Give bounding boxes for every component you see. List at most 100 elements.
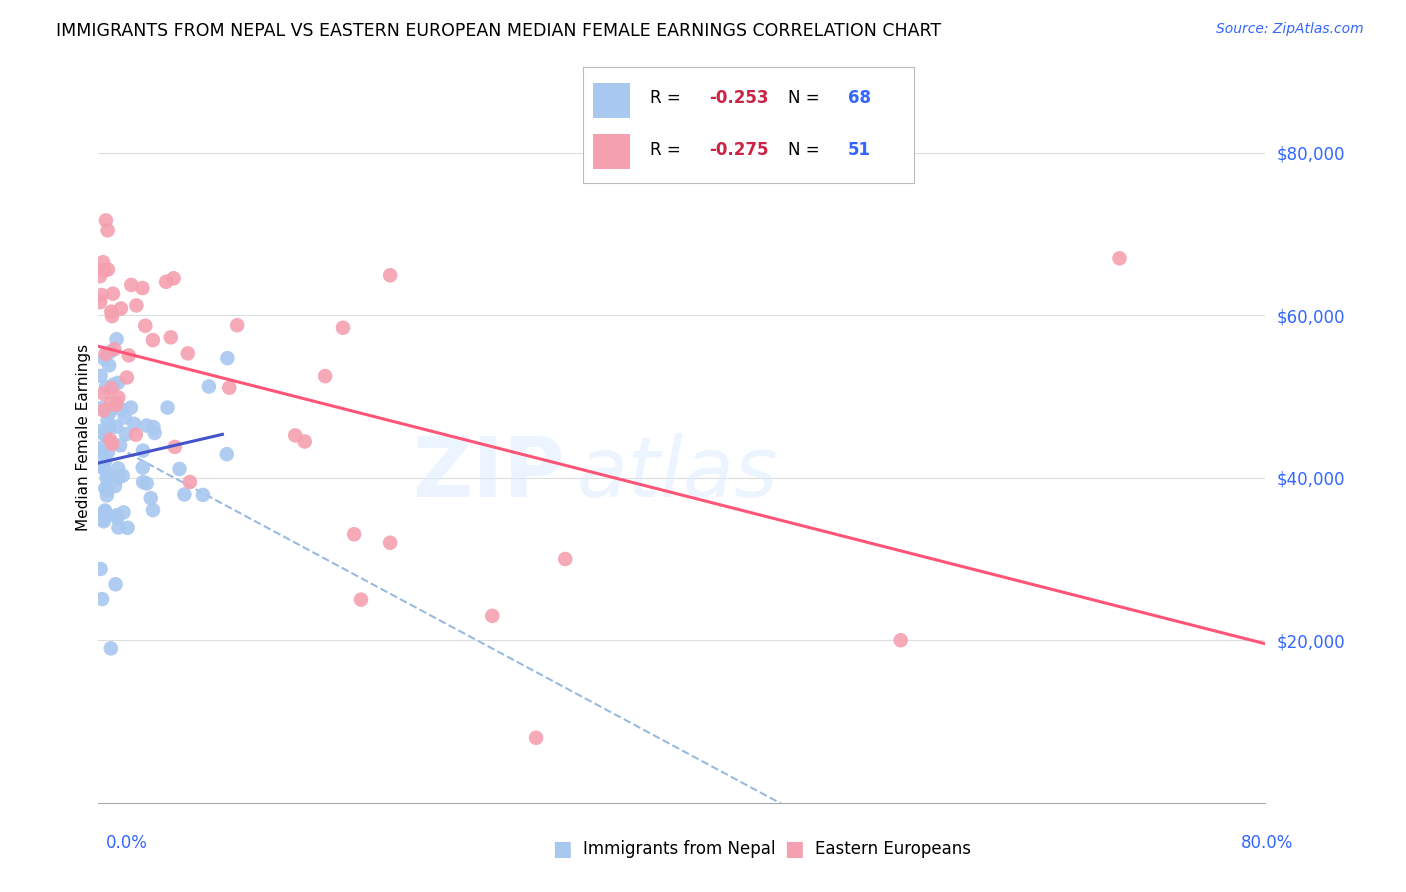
Point	[215, 447, 238, 461]
Point	[91, 513, 114, 527]
Point	[132, 460, 155, 475]
Point	[107, 470, 129, 484]
Text: atlas: atlas	[576, 434, 779, 514]
Point	[218, 381, 240, 395]
Point	[163, 440, 186, 454]
FancyBboxPatch shape	[593, 83, 630, 118]
Point	[89, 295, 111, 310]
Point	[120, 277, 142, 292]
Point	[96, 414, 118, 428]
Text: R =: R =	[650, 89, 686, 107]
Point	[132, 475, 155, 489]
Point	[554, 552, 576, 566]
Text: 68: 68	[848, 89, 870, 107]
Text: ■: ■	[785, 839, 804, 859]
Point	[94, 481, 117, 495]
Point	[191, 488, 214, 502]
Point	[135, 418, 157, 433]
Text: Eastern Europeans: Eastern Europeans	[815, 840, 972, 858]
Point	[110, 402, 132, 417]
Point	[179, 475, 201, 489]
Point	[105, 419, 128, 434]
Point	[89, 269, 111, 284]
Point	[103, 377, 125, 392]
Point	[104, 577, 127, 591]
Point	[105, 508, 128, 523]
Text: IMMIGRANTS FROM NEPAL VS EASTERN EUROPEAN MEDIAN FEMALE EARNINGS CORRELATION CHA: IMMIGRANTS FROM NEPAL VS EASTERN EUROPEA…	[56, 22, 942, 40]
Point	[91, 460, 114, 475]
Point	[343, 527, 366, 541]
Point	[96, 488, 118, 502]
Point	[98, 433, 121, 447]
Point	[101, 309, 124, 323]
Point	[105, 396, 128, 410]
Point	[217, 351, 239, 366]
Point	[314, 369, 336, 384]
Point	[142, 333, 165, 347]
Point	[94, 380, 117, 394]
Point	[98, 406, 121, 420]
Point	[378, 535, 402, 549]
Point	[115, 427, 138, 442]
Point	[131, 281, 153, 295]
Point	[93, 427, 115, 442]
Point	[105, 510, 128, 524]
Point	[284, 428, 307, 442]
Point	[104, 479, 127, 493]
Point	[155, 275, 177, 289]
Point	[890, 633, 912, 648]
Point	[112, 505, 135, 519]
Point	[110, 301, 132, 316]
Point	[98, 420, 121, 434]
Point	[122, 417, 145, 431]
Point	[94, 403, 117, 417]
Point	[90, 445, 112, 459]
Point	[294, 434, 316, 449]
Point	[142, 420, 165, 434]
Point	[97, 223, 120, 237]
Point	[107, 376, 129, 390]
Point	[94, 503, 117, 517]
Point	[139, 491, 162, 506]
Point	[169, 462, 191, 476]
Text: ZIP: ZIP	[413, 434, 565, 514]
Point	[107, 391, 129, 405]
Point	[100, 396, 122, 410]
Point	[105, 332, 128, 346]
Point	[94, 213, 117, 227]
Point	[100, 641, 122, 656]
Point	[1108, 252, 1130, 266]
Point	[378, 268, 402, 283]
Point	[134, 318, 156, 333]
Point	[117, 521, 139, 535]
Point	[142, 503, 165, 517]
Point	[94, 454, 117, 468]
Point	[332, 320, 354, 334]
Point	[97, 469, 120, 483]
Text: 0.0%: 0.0%	[105, 834, 148, 852]
Text: ■: ■	[553, 839, 572, 859]
Point	[93, 386, 115, 401]
Point	[108, 438, 131, 452]
Point	[90, 368, 112, 383]
Point	[135, 476, 157, 491]
Point	[105, 398, 128, 412]
Point	[91, 592, 114, 607]
Point	[162, 271, 184, 285]
Point	[111, 468, 134, 483]
Text: N =: N =	[789, 142, 825, 160]
Point	[350, 592, 373, 607]
Point	[89, 424, 111, 438]
Point	[173, 487, 195, 501]
Point	[120, 401, 142, 415]
Point	[115, 370, 138, 384]
Point	[118, 348, 141, 362]
Point	[107, 461, 129, 475]
Point	[93, 352, 115, 367]
Point	[156, 401, 179, 415]
FancyBboxPatch shape	[593, 134, 630, 169]
Point	[98, 404, 121, 418]
Point	[98, 345, 121, 359]
Point	[177, 346, 200, 360]
Text: R =: R =	[650, 142, 686, 160]
